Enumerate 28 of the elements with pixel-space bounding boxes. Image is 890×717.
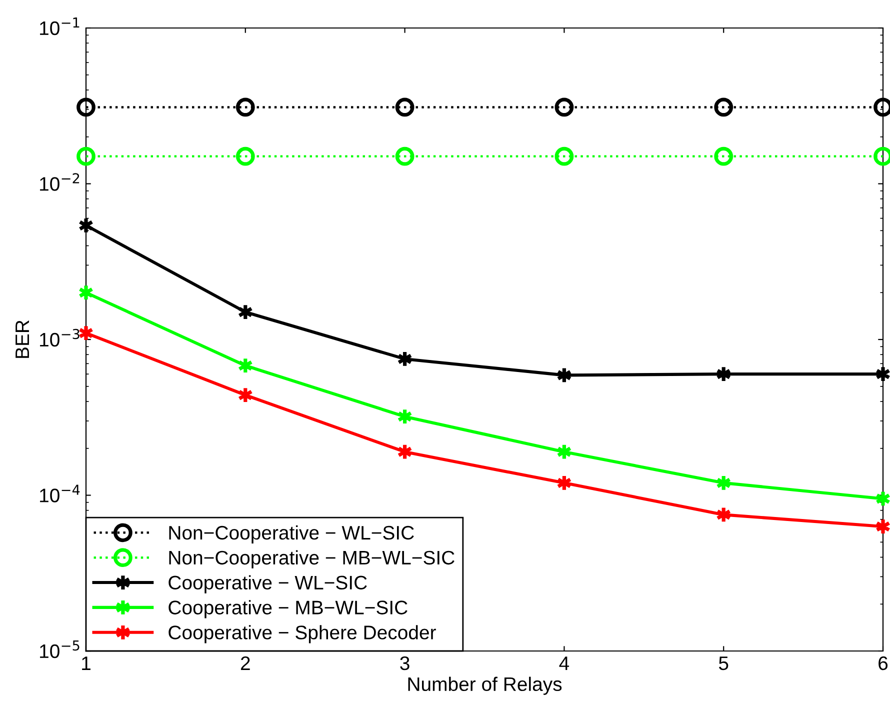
- y-tick-label: 10$^{−2}$: [40, 173, 80, 191]
- point: [554, 146, 574, 166]
- x-tick-label: 3: [400, 656, 410, 670]
- point: [236, 98, 255, 117]
- point: [76, 146, 96, 166]
- legend-label: Non−Cooperative − MB−WL−SIC: [169, 550, 454, 568]
- legend-label: Cooperative − MB−WL−SIC: [168, 600, 408, 618]
- legend-label: Cooperative − Sphere Decoder: [168, 625, 436, 644]
- legend-label: Cooperative − WL−SIC: [168, 575, 367, 594]
- legend-label: Non−Cooperative − WL−SIC: [169, 525, 414, 544]
- y-tick-label: 10$^{−4}$: [40, 484, 80, 502]
- point: [76, 98, 96, 117]
- x-tick-label: 1: [82, 656, 90, 670]
- x-tick-label: 4: [559, 656, 570, 670]
- point: [714, 146, 734, 166]
- x-tick-label: 6: [878, 656, 888, 670]
- point: [554, 98, 574, 117]
- x-tick-label: 2: [240, 656, 250, 670]
- point: [236, 146, 255, 166]
- y-axis-title: BER: [16, 320, 29, 358]
- point: [395, 146, 414, 166]
- point: [395, 98, 414, 117]
- y-tick-label: 10$^{−1}$: [40, 18, 80, 36]
- y-tick-label: 10$^{−3}$: [40, 328, 80, 347]
- y-tick-label: 10$^{−5}$: [40, 640, 80, 658]
- point: [714, 98, 734, 117]
- x-tick-label: 5: [718, 656, 728, 670]
- x-axis-title: Number of Relays: [408, 676, 562, 695]
